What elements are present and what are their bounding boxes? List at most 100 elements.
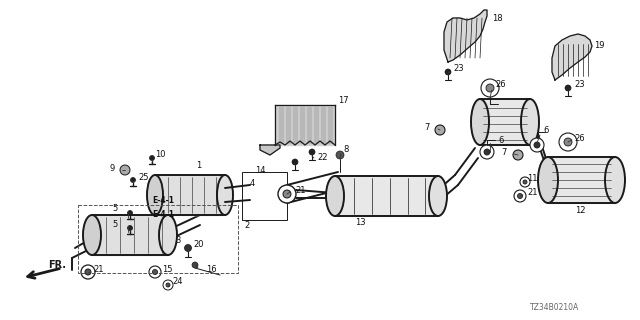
Circle shape [184,244,191,252]
Circle shape [518,194,522,198]
Text: 22: 22 [317,153,328,162]
Text: 10: 10 [155,149,166,158]
Text: 14: 14 [255,165,266,174]
Text: E-4-1: E-4-1 [152,196,174,204]
Circle shape [435,125,445,135]
Text: 1: 1 [196,161,201,170]
Polygon shape [335,177,438,216]
Polygon shape [444,10,487,62]
Text: 23: 23 [574,79,584,89]
Text: 23: 23 [453,63,463,73]
Text: 5: 5 [113,220,118,228]
Ellipse shape [83,215,101,255]
Polygon shape [328,107,332,143]
Text: TZ34B0210A: TZ34B0210A [530,303,579,313]
Bar [242,172,287,220]
Circle shape [192,262,198,268]
Circle shape [336,151,344,159]
Circle shape [150,156,154,161]
Polygon shape [260,145,280,155]
Ellipse shape [521,99,539,145]
Text: 20: 20 [193,239,204,249]
Circle shape [486,84,494,92]
Polygon shape [300,107,304,143]
Text: 6: 6 [498,135,504,145]
Circle shape [292,159,298,165]
Circle shape [534,142,540,148]
Circle shape [565,85,571,91]
Ellipse shape [159,215,177,255]
Text: 17: 17 [338,95,349,105]
Ellipse shape [429,176,447,216]
Text: 4: 4 [250,179,255,188]
Circle shape [523,180,527,184]
Circle shape [166,283,170,287]
Text: 5: 5 [113,204,118,212]
Text: 9: 9 [109,164,115,172]
Circle shape [283,190,291,198]
Circle shape [484,149,490,155]
Text: 7: 7 [424,123,430,132]
Text: 2: 2 [244,220,249,229]
Circle shape [445,69,451,75]
Polygon shape [286,107,290,143]
Bar [78,205,238,273]
Text: 6: 6 [543,125,548,134]
Polygon shape [548,158,615,203]
Ellipse shape [217,175,233,215]
Ellipse shape [147,175,163,215]
Circle shape [513,150,523,160]
Polygon shape [552,34,592,80]
Text: 21: 21 [527,188,538,196]
Circle shape [481,79,499,97]
Text: 26: 26 [574,133,584,142]
Text: 12: 12 [575,205,586,214]
Text: 19: 19 [594,41,605,50]
Circle shape [127,226,132,230]
Ellipse shape [326,176,344,216]
Polygon shape [321,107,325,143]
Text: 25: 25 [138,172,148,181]
Ellipse shape [538,157,558,203]
Text: 16: 16 [206,266,216,275]
Text: 7: 7 [502,148,507,156]
Circle shape [120,165,130,175]
Circle shape [152,269,157,275]
Circle shape [127,211,132,215]
Circle shape [564,138,572,146]
Text: E-4-1: E-4-1 [152,210,174,219]
Circle shape [131,178,136,182]
Polygon shape [307,107,311,143]
Text: FR.: FR. [48,260,66,270]
Text: 11: 11 [527,173,538,182]
Text: 15: 15 [162,266,173,275]
Polygon shape [279,107,283,143]
Text: 8: 8 [343,145,348,154]
Circle shape [309,149,315,155]
Text: 21: 21 [295,186,305,195]
Ellipse shape [605,157,625,203]
Circle shape [514,190,526,202]
Polygon shape [92,215,168,255]
Text: 18: 18 [492,13,502,22]
Circle shape [81,265,95,279]
Text: 3: 3 [175,236,180,244]
Circle shape [163,280,173,290]
Circle shape [520,177,530,187]
Polygon shape [480,100,530,145]
Ellipse shape [471,99,489,145]
Text: 21: 21 [93,266,104,275]
Text: 24: 24 [172,277,182,286]
Text: 13: 13 [355,218,365,227]
Text: 26: 26 [495,79,506,89]
Circle shape [85,269,91,275]
Circle shape [559,133,577,151]
Polygon shape [275,105,335,145]
Circle shape [480,145,494,159]
Circle shape [278,185,296,203]
Circle shape [530,138,544,152]
Polygon shape [155,175,225,215]
Polygon shape [314,107,318,143]
Polygon shape [293,107,297,143]
Circle shape [149,266,161,278]
